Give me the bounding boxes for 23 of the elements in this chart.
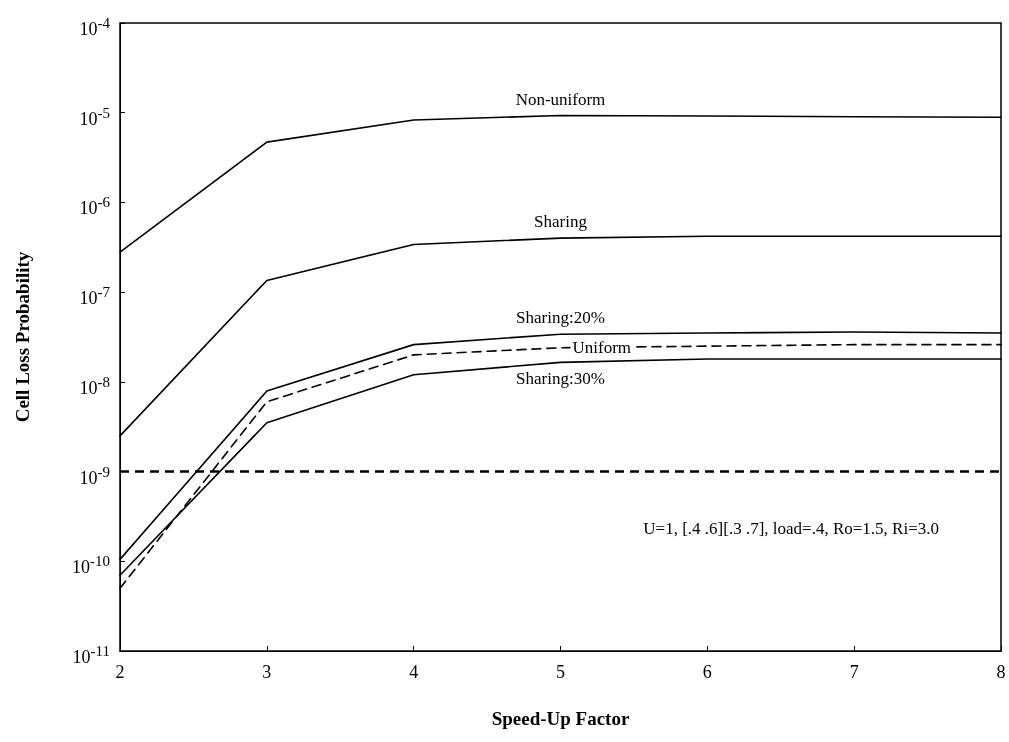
x-tick-label: 5 <box>556 662 565 682</box>
y-tick-label: 10$^{-9}$ <box>79 462 110 489</box>
x-tick-label: 6 <box>702 662 712 682</box>
series-label: Sharing:30% <box>516 369 605 389</box>
y-tick-label: 10$^{-6}$ <box>79 193 110 220</box>
series-label: Sharing:20% <box>516 308 605 328</box>
x-tick-label: 7 <box>849 662 859 682</box>
x-tick-label: 3 <box>262 662 272 682</box>
x-tick-label: 2 <box>115 662 125 682</box>
y-tick-label: 10$^{-4}$ <box>79 14 110 40</box>
y-axis-title: Cell Loss Probability <box>12 251 33 423</box>
x-tick-label: 4 <box>409 662 419 682</box>
series-label: Non-uniform <box>515 89 606 109</box>
y-tick-label: 10$^{-8}$ <box>79 372 110 399</box>
x-tick-label: 8 <box>996 662 1006 682</box>
y-tick-label: 10$^{-11}$ <box>72 642 110 668</box>
y-tick-label: 10$^{-7}$ <box>79 283 110 310</box>
y-tick-label: 10$^{-10}$ <box>72 552 110 579</box>
series-label: Sharing <box>534 212 588 232</box>
annotation: U=1, [.4 .6][.3 .7], load=.4, Ro=1.5, Ri=3.0 <box>643 519 940 538</box>
series-label: Uniform <box>572 337 632 357</box>
y-tick-label: 10$^{-5}$ <box>79 103 110 130</box>
x-axis-title: Speed-Up Factor <box>491 708 630 729</box>
